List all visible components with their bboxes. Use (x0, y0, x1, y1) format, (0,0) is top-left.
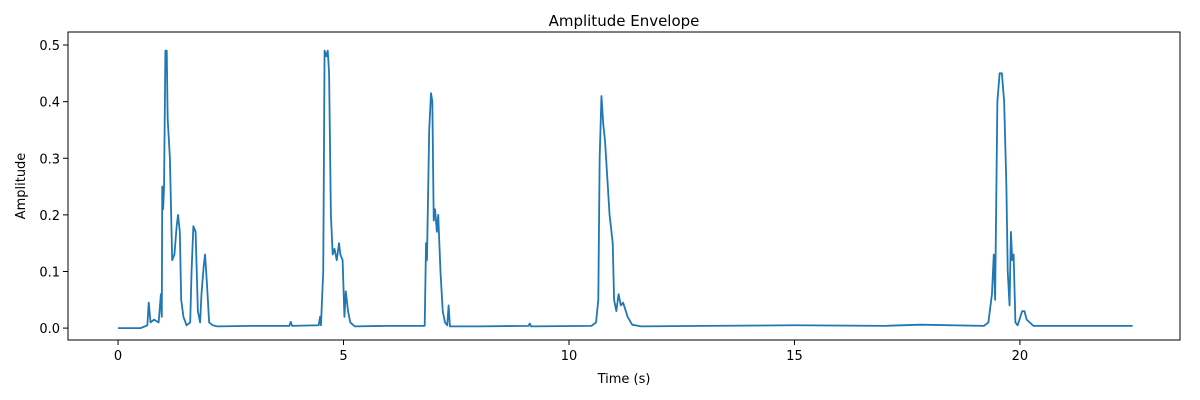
y-tick-label: 0.2 (39, 209, 60, 224)
x-tick-label: 0 (114, 349, 122, 364)
x-axis-label: Time (s) (597, 372, 651, 387)
x-tick-label: 5 (339, 349, 347, 364)
line (118, 49, 1133, 330)
y-tick-label: 0.1 (39, 265, 60, 280)
x-tick-label: 10 (561, 349, 578, 364)
x-tick-label: 15 (786, 349, 803, 364)
y-tick-label: 0.0 (39, 322, 60, 337)
y-tick-label: 0.5 (39, 39, 60, 54)
y-axis-label: Amplitude (14, 153, 29, 220)
x-tick-label: 20 (1012, 349, 1029, 364)
plot-frame (67, 31, 1181, 341)
y-tick-label: 0.3 (39, 152, 60, 167)
chart-title: Amplitude Envelope (549, 12, 700, 30)
y-tick-label: 0.4 (39, 96, 60, 111)
